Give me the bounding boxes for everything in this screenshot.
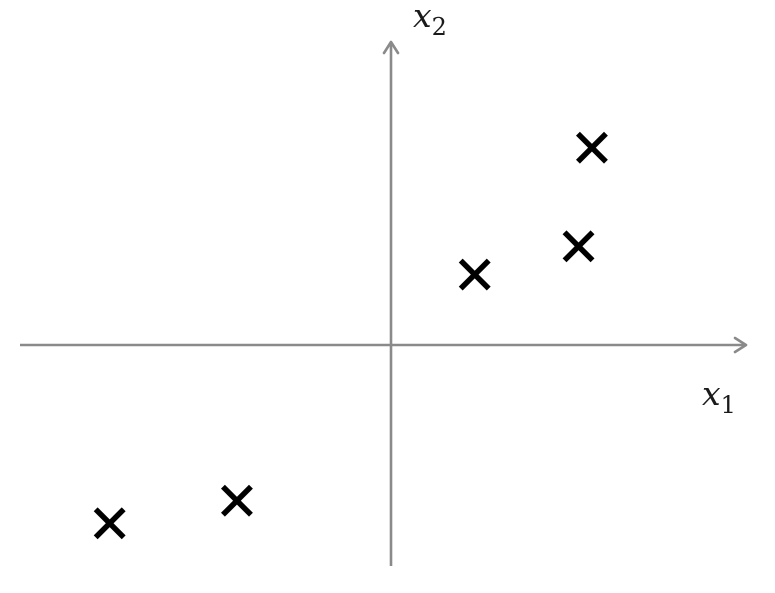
y-axis-arrowhead xyxy=(382,40,400,55)
data-point-3 xyxy=(458,258,491,291)
data-point-5 xyxy=(575,131,608,164)
x-axis-label: x1 xyxy=(702,374,736,419)
x-axis-label-subscript: 1 xyxy=(721,391,736,419)
data-point-2 xyxy=(220,484,253,517)
data-point-1 xyxy=(93,507,126,540)
data-points xyxy=(93,131,608,540)
y-axis-label-subscript: 2 xyxy=(432,13,447,41)
x-axis-arrowhead xyxy=(733,336,748,354)
x-axis xyxy=(20,336,748,354)
data-point-4 xyxy=(562,230,595,263)
y-axis xyxy=(382,40,400,566)
x-axis-label-base: x xyxy=(702,374,721,413)
y-axis-label-base: x xyxy=(413,0,432,35)
y-axis-label: x2 xyxy=(413,0,447,41)
